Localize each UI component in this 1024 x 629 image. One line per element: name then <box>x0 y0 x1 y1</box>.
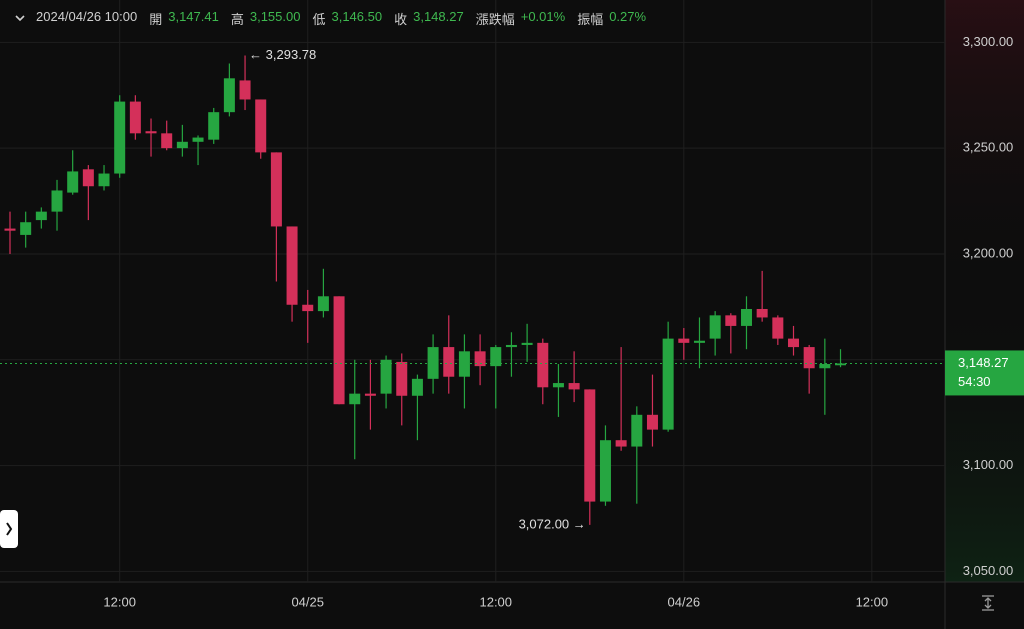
candle-body <box>772 317 784 339</box>
candle-body <box>35 211 47 221</box>
candle-body <box>333 296 345 405</box>
expand-button[interactable] <box>0 510 18 548</box>
axis-tint <box>945 0 1024 582</box>
header-label: 高 <box>230 12 244 27</box>
header-value: 3,146.50 <box>331 9 383 24</box>
candle-body <box>552 383 564 388</box>
candle-body <box>82 169 94 187</box>
header-value: +0.01% <box>520 9 566 24</box>
candle-body <box>568 383 580 390</box>
candle-body <box>192 137 204 142</box>
candle-body <box>255 99 267 153</box>
candle-body <box>537 342 549 388</box>
countdown-label: 54:30 <box>958 374 991 389</box>
header-label: 漲跌幅 <box>475 12 515 27</box>
header-value: 3,155.00 <box>249 9 301 24</box>
candle-body <box>819 364 831 369</box>
candle-body <box>98 173 110 187</box>
candle-body <box>490 347 502 367</box>
candle-body <box>114 101 126 174</box>
candle-body <box>474 351 486 367</box>
candle-body <box>693 340 705 343</box>
candle-body <box>176 141 188 149</box>
y-tick-label: 3,050.00 <box>963 563 1014 578</box>
candle-body <box>270 152 282 227</box>
collapse-icon[interactable] <box>15 15 25 22</box>
candle-body <box>67 171 79 193</box>
candle-body <box>129 101 141 134</box>
candle-body <box>521 342 533 345</box>
candle-body <box>835 363 847 366</box>
candle-body <box>505 344 517 348</box>
scale-button[interactable] <box>982 595 994 611</box>
candle-body <box>740 308 752 326</box>
candle-body <box>302 304 314 312</box>
x-tick-label: 04/25 <box>291 594 324 609</box>
candle-body <box>458 351 470 377</box>
candle-body <box>725 315 737 326</box>
last-price-label: 3,148.27 <box>958 355 1009 370</box>
low-annotation: 3,072.00 → <box>519 516 586 531</box>
candle-body <box>599 440 611 502</box>
candle-body <box>803 347 815 369</box>
y-tick-label: 3,100.00 <box>963 457 1014 472</box>
header-label: 開 <box>149 12 163 27</box>
candle-body <box>427 347 439 379</box>
x-tick-label: 12:00 <box>103 594 136 609</box>
candle-body <box>239 80 251 100</box>
x-tick-label: 12:00 <box>479 594 512 609</box>
candle-body <box>286 226 298 305</box>
header-datetime: 2024/04/26 10:00 <box>36 9 138 24</box>
candle-body <box>788 338 799 348</box>
candle-body <box>20 222 32 235</box>
y-tick-label: 3,200.00 <box>963 245 1014 260</box>
candle-body <box>223 78 235 113</box>
y-tick-label: 3,300.00 <box>963 34 1014 49</box>
header-value: 0.27% <box>609 9 647 24</box>
candle-body <box>349 393 361 405</box>
candle-body <box>161 133 173 149</box>
y-tick-label: 3,250.00 <box>963 140 1014 155</box>
candle-body <box>662 338 674 430</box>
x-tick-label: 12:00 <box>856 594 889 609</box>
candle-body <box>709 315 721 339</box>
candle-body <box>364 393 376 396</box>
x-tick-label: 04/26 <box>668 594 701 609</box>
candle-body <box>678 338 690 343</box>
candle-body <box>396 361 408 396</box>
candle-body <box>317 296 329 312</box>
high-annotation: ← 3,293.78 <box>249 47 316 62</box>
candle-body <box>646 414 658 430</box>
header-label: 振幅 <box>577 12 604 27</box>
candle-body <box>631 414 643 447</box>
candle-body <box>411 378 423 396</box>
candle-body <box>4 228 16 231</box>
last-price-box <box>945 350 1024 396</box>
header-label: 收 <box>394 12 408 27</box>
candle-body <box>615 440 627 447</box>
candle-body <box>443 347 455 377</box>
candle-body <box>145 131 157 134</box>
candle-body <box>380 359 392 394</box>
header-value: 3,148.27 <box>413 9 464 24</box>
candle-body <box>208 112 220 140</box>
candle-body <box>51 190 63 212</box>
candle-body <box>584 389 596 502</box>
ohlc-header: 2024/04/26 10:00 開 3,147.41 高 3,155.00 低 3,14… <box>36 9 652 28</box>
candle-body <box>756 308 768 318</box>
header-label: 低 <box>312 12 326 27</box>
header-value: 3,147.41 <box>168 9 219 24</box>
